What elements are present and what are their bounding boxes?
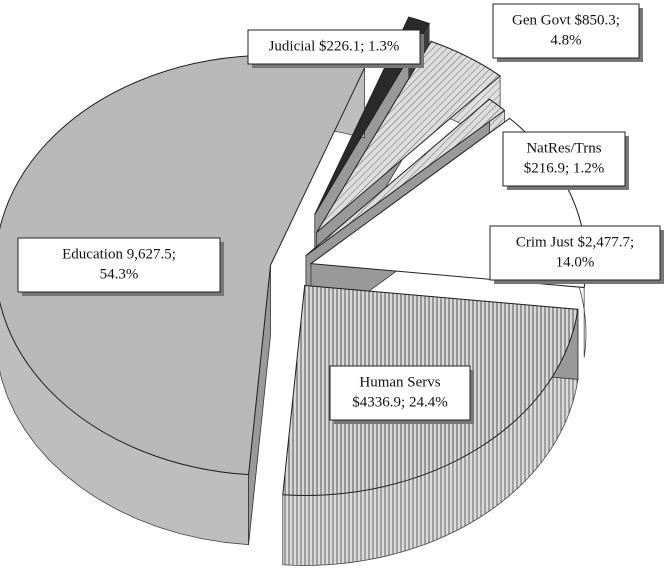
data-label: Human Servs — [359, 374, 440, 390]
slice — [316, 40, 501, 233]
data-label: 14.0% — [556, 254, 595, 270]
label-box — [247, 29, 421, 65]
label-box — [17, 237, 221, 293]
data-label: Crim Just $2,477.7; — [516, 234, 634, 250]
labels: Judicial $226.1; 1.3% Gen Govt $850.3; 4.8… — [17, 3, 664, 424]
data-label: $4336.9; 24.4% — [352, 394, 447, 410]
data-label: Gen Govt $850.3; — [512, 12, 620, 28]
data-label: $216.9; 1.2% — [524, 160, 604, 176]
slice — [305, 98, 506, 257]
label-box — [489, 225, 661, 281]
label-box — [492, 3, 640, 59]
data-label: NatRes/Trns — [526, 140, 601, 156]
data-label: Judicial $226.1; 1.3% — [269, 38, 400, 54]
pie-tops — [0, 16, 587, 496]
data-label: Education 9,627.5; — [62, 246, 176, 262]
label-box — [329, 365, 471, 421]
label-box — [502, 131, 626, 187]
data-label: 4.8% — [550, 32, 581, 48]
data-label: 54.3% — [100, 266, 139, 282]
